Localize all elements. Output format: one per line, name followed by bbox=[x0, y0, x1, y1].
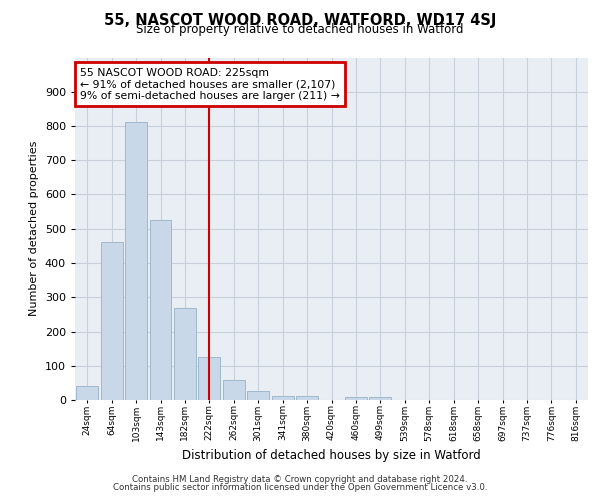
Y-axis label: Number of detached properties: Number of detached properties bbox=[29, 141, 39, 316]
Text: Size of property relative to detached houses in Watford: Size of property relative to detached ho… bbox=[136, 24, 464, 36]
Text: 55 NASCOT WOOD ROAD: 225sqm
← 91% of detached houses are smaller (2,107)
9% of s: 55 NASCOT WOOD ROAD: 225sqm ← 91% of det… bbox=[80, 68, 340, 101]
X-axis label: Distribution of detached houses by size in Watford: Distribution of detached houses by size … bbox=[182, 449, 481, 462]
Bar bbox=[272, 396, 293, 400]
Bar bbox=[101, 242, 122, 400]
Bar bbox=[223, 380, 245, 400]
Text: Contains public sector information licensed under the Open Government Licence v3: Contains public sector information licen… bbox=[113, 484, 487, 492]
Bar bbox=[296, 396, 318, 400]
Bar bbox=[247, 392, 269, 400]
Bar bbox=[174, 308, 196, 400]
Bar bbox=[199, 357, 220, 400]
Bar bbox=[125, 122, 147, 400]
Bar bbox=[149, 220, 172, 400]
Text: Contains HM Land Registry data © Crown copyright and database right 2024.: Contains HM Land Registry data © Crown c… bbox=[132, 475, 468, 484]
Bar bbox=[76, 386, 98, 400]
Bar bbox=[345, 398, 367, 400]
Text: 55, NASCOT WOOD ROAD, WATFORD, WD17 4SJ: 55, NASCOT WOOD ROAD, WATFORD, WD17 4SJ bbox=[104, 12, 496, 28]
Bar bbox=[370, 398, 391, 400]
